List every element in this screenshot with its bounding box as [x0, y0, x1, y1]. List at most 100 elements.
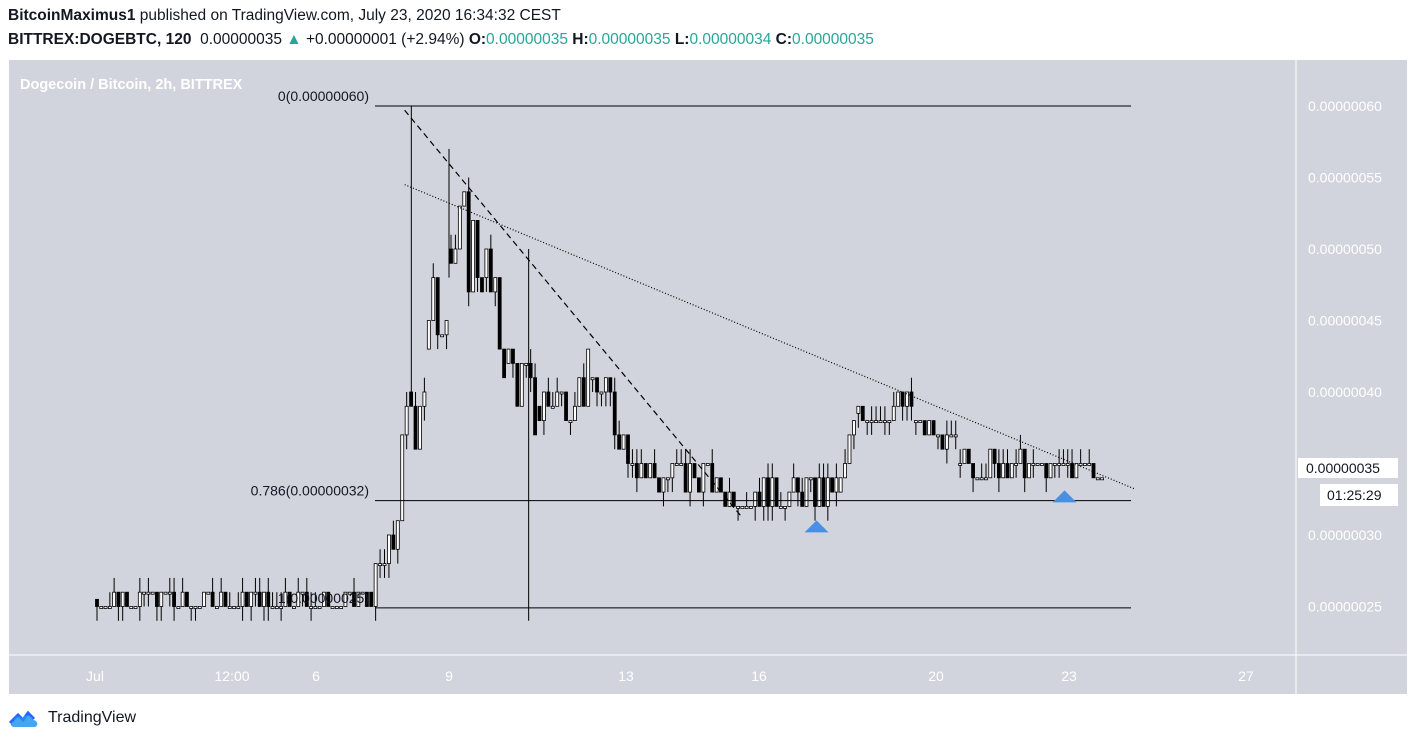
- fib-retracement[interactable]: 0(0.00000060) 0.786(0.00000032) 1(0.000000…: [251, 88, 1131, 609]
- time-tick-label: 9: [445, 668, 453, 684]
- candle-body: [639, 463, 644, 479]
- candle-body: [800, 491, 805, 507]
- candle-body: [176, 606, 181, 609]
- candle-body: [202, 591, 206, 607]
- candle-body: [838, 477, 843, 493]
- candle-body: [279, 606, 284, 609]
- time-tick-label: 13: [618, 668, 634, 684]
- triangle-up-marker: [1052, 490, 1077, 503]
- candle-body: [404, 405, 409, 436]
- candle-body: [834, 477, 839, 493]
- candle-body: [418, 405, 422, 450]
- candle-body: [996, 463, 1001, 479]
- candle-body: [595, 377, 599, 393]
- candle-body: [661, 477, 666, 493]
- candle-body: [731, 491, 736, 507]
- candle-body: [352, 591, 356, 607]
- candle-body: [1031, 463, 1036, 466]
- symbol-legend: BITTREX:DOGEBTC, 120 0.00000035 ▲ +0.000…: [8, 31, 874, 49]
- fib-level-label: 1(0.00000025): [278, 590, 369, 606]
- candle-body: [573, 405, 577, 421]
- candle-body: [1048, 463, 1053, 479]
- candle-body: [189, 606, 194, 609]
- candle-body: [1052, 463, 1057, 466]
- candle-body: [339, 606, 344, 609]
- candle-body: [240, 591, 245, 607]
- candle-body: [778, 505, 783, 509]
- candle-body: [962, 448, 967, 464]
- candle-body: [533, 377, 537, 436]
- candle-body: [1035, 463, 1040, 466]
- candle-body: [643, 463, 648, 479]
- candle-body: [740, 505, 745, 509]
- candle-body: [466, 191, 471, 293]
- candle-body: [1095, 477, 1100, 481]
- candle-body: [484, 248, 489, 279]
- candle-body: [988, 448, 993, 479]
- candle-body: [524, 362, 529, 366]
- price-tick-label: 0.00000050: [1308, 241, 1382, 257]
- close-value: 0.00000035: [792, 31, 874, 48]
- candle-body: [634, 463, 639, 479]
- author-name[interactable]: BitcoinMaximus1: [8, 7, 136, 24]
- price-axis[interactable]: 0.00000060 0.00000055 0.00000050 0.00000045…: [1308, 98, 1382, 615]
- candle-body: [766, 477, 770, 507]
- candle-body: [142, 591, 147, 595]
- candle-body: [497, 277, 502, 350]
- candle-body: [287, 591, 292, 607]
- candle-body: [236, 606, 241, 609]
- time-axis[interactable]: Jul 12:00 6 9 13 16 20 23 27: [86, 668, 1254, 684]
- candle-body: [270, 606, 275, 609]
- candle-body: [679, 463, 684, 466]
- candle-body: [727, 491, 732, 507]
- candle-body: [413, 405, 418, 450]
- candle-body: [378, 563, 382, 566]
- candle-body: [612, 391, 617, 436]
- candle-body: [462, 191, 467, 207]
- candle-body: [813, 477, 817, 507]
- candle-body: [744, 505, 749, 509]
- candle-body: [1091, 463, 1096, 479]
- candle-body: [232, 606, 236, 609]
- candle-body: [1014, 463, 1019, 466]
- candle-body: [599, 391, 604, 395]
- candle-body: [657, 477, 661, 493]
- candle-body: [992, 448, 997, 464]
- candle-body: [927, 420, 932, 436]
- candle-body: [697, 477, 701, 493]
- close-label: C:: [775, 31, 793, 48]
- candle-body: [274, 606, 279, 609]
- candle-body: [382, 563, 387, 566]
- candles-layer: [95, 106, 1105, 621]
- candle-body: [223, 591, 228, 607]
- candle-body: [103, 606, 108, 609]
- candle-body: [300, 591, 305, 595]
- candle-body: [559, 391, 564, 395]
- candle-body: [244, 591, 249, 607]
- candle-body: [825, 477, 830, 507]
- candle-body: [1078, 463, 1083, 466]
- candle-body: [683, 463, 688, 493]
- current-price-tag: 0.00000035 01:25:29: [1298, 458, 1398, 506]
- candle-body: [1061, 463, 1066, 466]
- trendlines[interactable]: [404, 109, 1136, 517]
- candle-body: [112, 591, 117, 607]
- candle-body: [757, 491, 762, 507]
- candle-body: [107, 606, 112, 609]
- chart-title: Dogecoin / Bitcoin, 2h, BITTREX: [20, 77, 243, 93]
- candle-body: [944, 434, 949, 450]
- candle-body: [435, 277, 440, 336]
- candle-body: [356, 591, 361, 607]
- candle-body: [511, 348, 515, 364]
- candle-body: [953, 434, 958, 438]
- brand-name[interactable]: TradingView: [48, 709, 137, 726]
- candle-body: [391, 534, 396, 550]
- time-tick-label: 23: [1061, 668, 1077, 684]
- candle-body: [749, 505, 753, 509]
- candle-body: [931, 420, 936, 436]
- candle-body: [900, 391, 905, 407]
- candle-body: [95, 598, 99, 607]
- candle-body: [180, 591, 185, 607]
- candle-body: [99, 606, 104, 609]
